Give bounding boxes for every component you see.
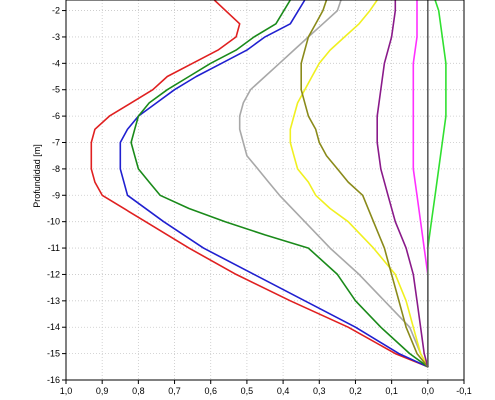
x-tick-label: 0,8 [132,386,145,396]
y-tick-label: -4 [52,58,60,68]
series-line-1 [90,0,429,368]
y-tick-label: -14 [47,322,60,332]
series-line-8 [412,0,429,368]
x-tick-label: 0,0 [422,386,435,396]
y-tick-label: -5 [52,85,60,95]
series-line-2 [119,0,429,368]
y-tick-label: -16 [47,375,60,385]
y-tick-label: -7 [52,138,60,148]
x-tick-label: 0,6 [204,386,217,396]
y-tick-label: -3 [52,32,60,42]
series-line-3 [130,0,429,368]
y-tick-label: -6 [52,111,60,121]
y-tick-label: -13 [47,296,60,306]
series-line-4 [238,0,429,368]
x-tick-label: 0,2 [349,386,362,396]
x-tick-label: 0,7 [168,386,181,396]
x-tick-label: 0,4 [277,386,290,396]
series-line-5 [289,0,429,368]
x-tick-label: -0,1 [456,386,472,396]
y-axis: -2 -3 -4 -5 -6 -7 -8 -9 -10 -11 -12 -13 -14 -15 -16 [47,6,66,385]
y-tick-label: -9 [52,190,60,200]
series-line-7 [376,0,429,368]
x-tick-label: 0,1 [385,386,398,396]
y-tick-label: -15 [47,349,60,359]
y-tick-label: -8 [52,164,60,174]
plot-frame [65,0,465,381]
series-line-6 [300,0,429,368]
series-layer [90,0,447,368]
y-tick-label: -2 [52,6,60,16]
x-tick-label: 1,0 [60,386,73,396]
y-tick-label: -10 [47,217,60,227]
y-tick-label: -11 [48,243,60,253]
series-line-9 [427,0,447,368]
x-axis: 1,0 0,9 0,8 0,7 0,6 0,5 0,4 0,3 0,2 0,1 0,0 -0,1 [60,380,472,396]
y-axis-label: Profundidad [m] [32,144,42,208]
x-tick-label: 0,9 [96,386,109,396]
x-tick-label: 0,3 [313,386,326,396]
y-tick-label: -12 [47,269,60,279]
x-tick-label: 0,5 [241,386,254,396]
